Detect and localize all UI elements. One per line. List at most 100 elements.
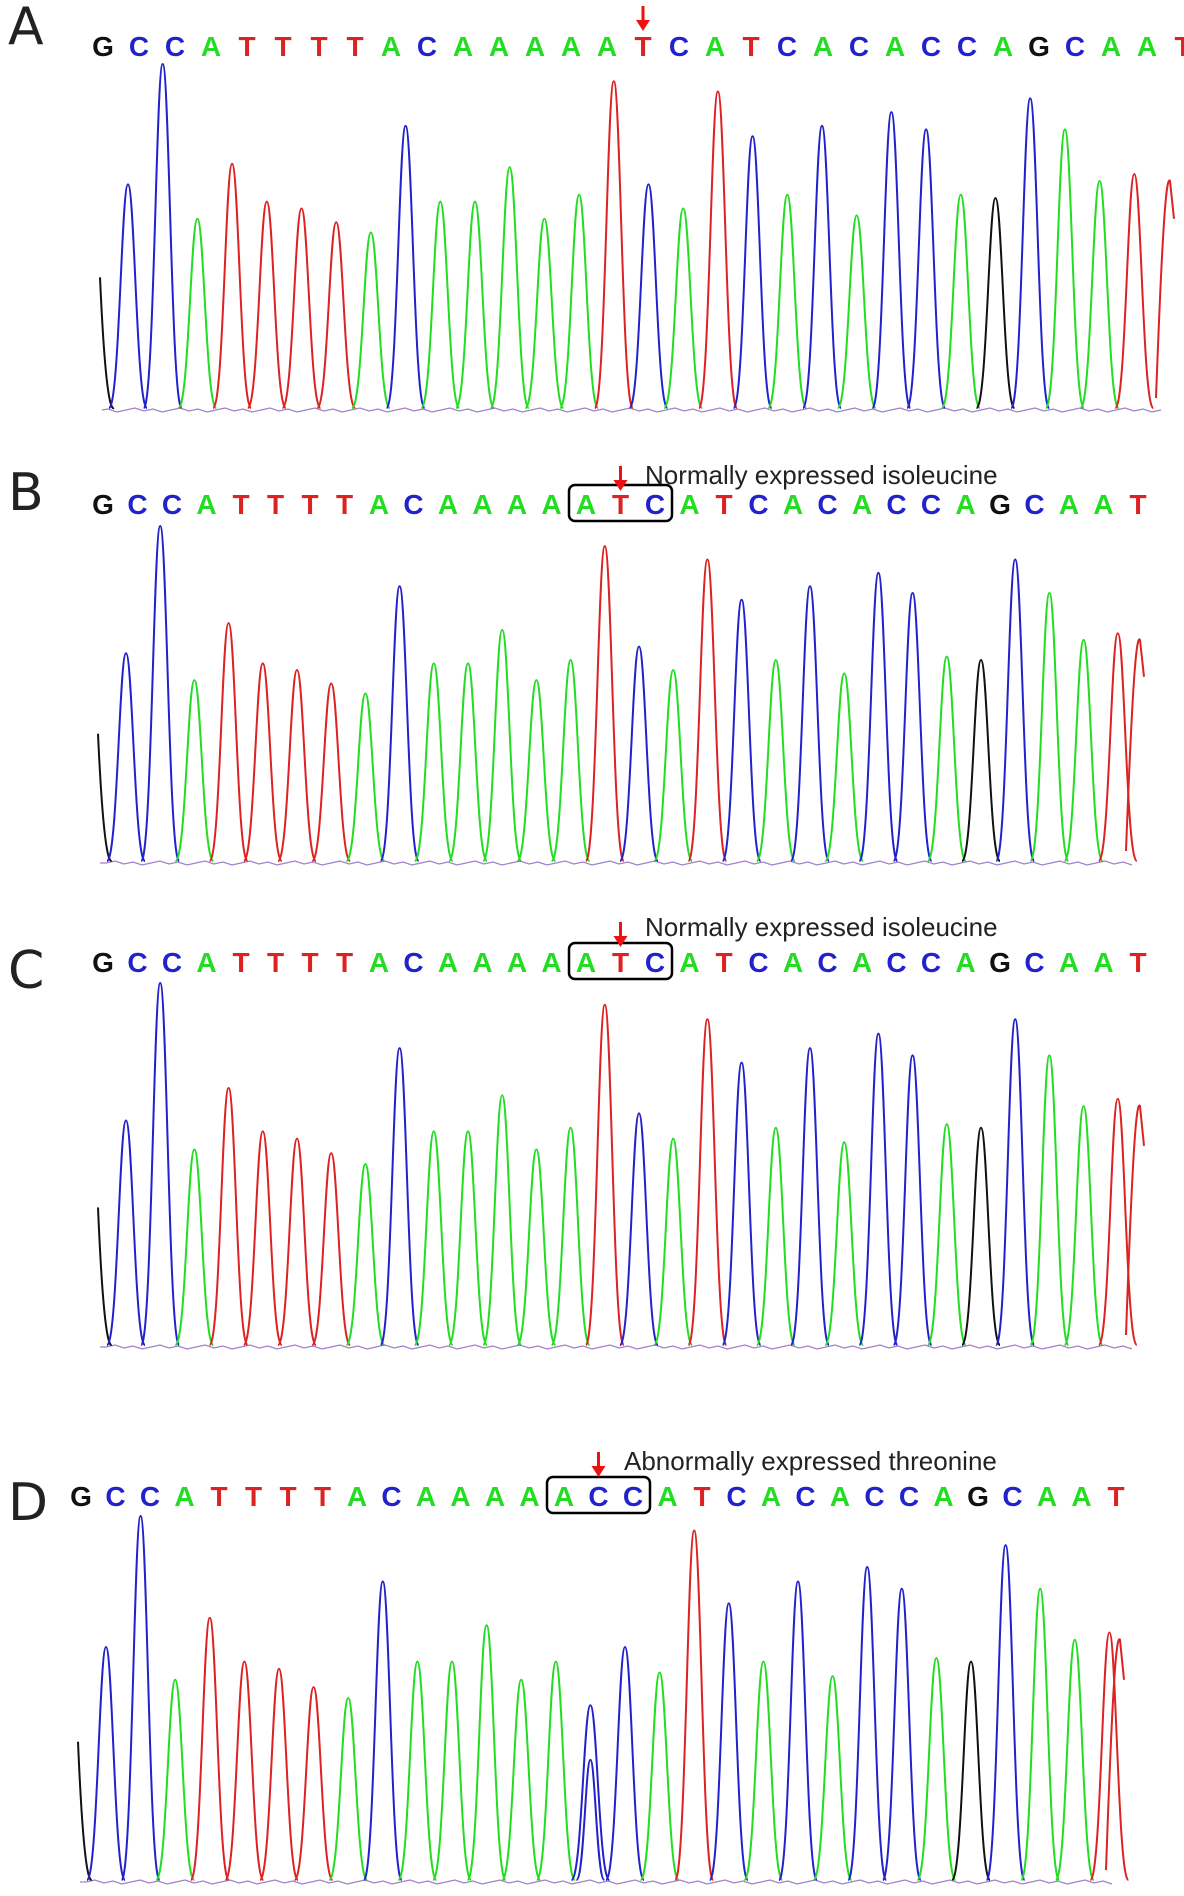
base-call-a: A [472,489,492,520]
peak-c [858,571,899,862]
peak-c [108,183,148,409]
base-call-t: T [279,1481,296,1512]
base-call-c: C [645,947,665,978]
peak-t [311,1152,352,1346]
peak-a [420,200,461,409]
peak-c [86,1646,126,1881]
base-call-t: T [232,947,249,978]
base-call-t: T [634,31,651,62]
peak-a [155,1678,196,1881]
base-call-t: T [210,1481,227,1512]
base-call-g: G [967,1481,989,1512]
peak-c [605,1646,645,1881]
base-call-a: A [813,31,833,62]
base-call-a: A [576,489,596,520]
peak-a [812,1675,853,1881]
base-call-a: A [852,489,872,520]
peak-c [721,1061,762,1346]
base-call-t: T [336,489,353,520]
annotation-label: Abnormally expressed threonine [624,1446,997,1476]
base-call-t: T [612,947,629,978]
peak-a [916,1656,957,1881]
peak-c [140,524,181,862]
peak-t [208,622,249,862]
base-call-a: A [1059,947,1079,978]
chromatogram-trace [99,62,1175,413]
peak-c [995,558,1036,862]
base-call-a: A [541,947,561,978]
peak-c [906,128,947,409]
base-call-t: T [1174,31,1184,62]
peak-t [593,80,634,409]
peak-a [482,628,523,862]
peak-c [106,652,146,862]
base-call-a: A [761,1481,781,1512]
peak-a [926,655,967,862]
base-call-a: A [507,489,527,520]
base-call-t: T [336,947,353,978]
base-call-c: C [1024,947,1044,978]
base-call-a: A [885,31,905,62]
peak-a [653,1137,694,1346]
peak-a [501,1678,542,1881]
peak-a [535,1660,576,1881]
peak-a [653,669,694,862]
peak-a [328,1696,369,1881]
peak-c [847,1565,888,1881]
mutation-arrowhead-icon [613,480,628,491]
peak-t [293,1686,334,1881]
peak-partial [97,733,113,863]
base-call-c: C [899,1481,919,1512]
peak-c [732,135,773,409]
base-call-t: T [1129,947,1146,978]
base-call-a: A [1101,31,1121,62]
base-call-t: T [715,489,732,520]
annotation-label: Normally expressed isoleucine [645,912,998,942]
base-call-c: C [1024,489,1044,520]
peak-tail [1125,1104,1145,1336]
peak-tail [1125,638,1145,852]
peak-t [212,162,253,409]
peak-partial [99,277,115,410]
base-call-a: A [369,489,389,520]
peak-a [448,1130,488,1346]
peak-c [790,585,830,862]
peak-a [824,672,865,862]
base-call-c: C [1065,31,1085,62]
peak-a [1063,1105,1104,1346]
peak-a [663,207,704,409]
peak-t [224,1660,265,1881]
peak-a [482,1094,523,1346]
peak-a [397,1660,438,1881]
peak-a [1044,128,1085,409]
mutation-arrowhead-icon [591,1466,606,1477]
base-call-a: A [1137,31,1157,62]
base-call-g: G [92,947,114,978]
base-call-c: C [129,31,149,62]
baseline-noise [80,1879,1113,1885]
peak-a [489,166,530,409]
base-call-t: T [1107,1481,1124,1512]
peak-a [755,1126,796,1346]
base-call-a: A [472,947,492,978]
base-call-a: A [438,489,458,520]
peak-c [995,1018,1036,1346]
peak-a [1063,638,1104,862]
peak-c [790,1047,830,1346]
peak-c [106,1119,146,1346]
base-call-c: C [748,947,768,978]
peak-a [1029,1054,1070,1346]
base-call-a: A [830,1481,850,1512]
peak-c [628,183,669,409]
peak-a [940,193,981,409]
peak-a [524,217,565,409]
base-call-a: A [525,31,545,62]
peak-t [277,1137,317,1346]
base-call-a: A [852,947,872,978]
peak-c [120,1514,161,1881]
base-call-a: A [783,489,803,520]
peak-g [951,1660,991,1881]
base-call-g: G [92,489,114,520]
peak-c [721,598,762,862]
